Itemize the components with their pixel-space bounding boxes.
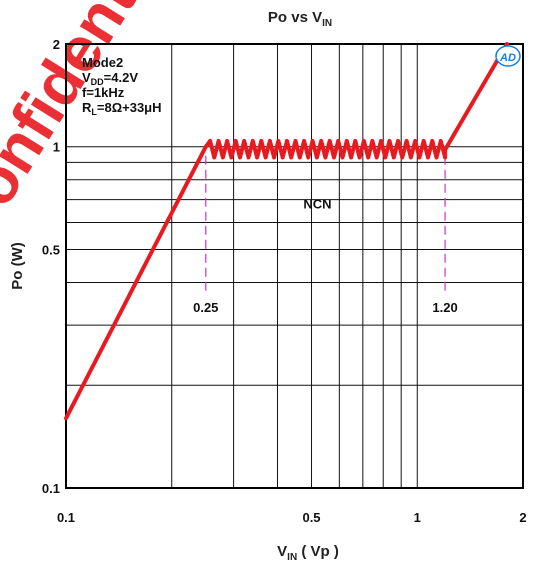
condition-sub: DD: [91, 77, 104, 87]
region-label: NCN: [303, 196, 331, 211]
x-axis-label-sub: IN: [287, 552, 297, 563]
marker-label: 0.25: [193, 300, 218, 315]
condition-line: f=1kHz: [82, 85, 125, 100]
x-tick-label: 1: [414, 510, 421, 525]
condition-rest: =4.2V: [104, 70, 139, 85]
y-tick-label: 0.5: [42, 242, 60, 257]
x-tick-label: 0.5: [302, 510, 320, 525]
plot-frame: [65, 43, 524, 489]
watermark: Confidential: [0, 0, 188, 257]
chart-title-sub: IN: [322, 18, 332, 29]
condition-rest: =8Ω+33μH: [97, 100, 162, 115]
condition-line: VDD=4.2V: [82, 70, 138, 87]
y-axis-label: Po (W): [9, 242, 26, 289]
y-tick-label: 2: [53, 37, 60, 52]
condition-main: R: [82, 100, 92, 115]
x-tick-label: 0.1: [57, 510, 75, 525]
po-curve: [64, 42, 509, 421]
x-axis-label: VIN ( Vp ): [277, 543, 339, 563]
condition-line: RL=8Ω+33μH: [82, 100, 162, 117]
condition-sub: L: [91, 107, 97, 117]
y-tick-label: 0.1: [42, 481, 60, 496]
marker-label: 1.20: [432, 300, 457, 315]
x-tick-label: 2: [519, 510, 526, 525]
condition-line: Mode2: [82, 55, 123, 70]
logo-icon: AD: [495, 45, 521, 67]
chart-title-main: Po vs V: [268, 9, 322, 26]
condition-main: V: [82, 70, 91, 85]
data-series: AD: [64, 42, 521, 421]
watermark-text: Confidential: [0, 0, 188, 257]
markers: [205, 155, 446, 295]
logo-text: AD: [499, 52, 516, 64]
condition-main: Mode2: [82, 55, 123, 70]
condition-main: f=1kHz: [82, 85, 125, 100]
x-axis-label-rest: ( Vp ): [297, 543, 339, 560]
x-axis-label-main: V: [277, 543, 287, 560]
chart-title: Po vs VIN: [268, 9, 332, 29]
logo-ring: [495, 45, 521, 67]
plot-border: [65, 43, 524, 489]
y-tick-label: 1: [53, 140, 60, 155]
